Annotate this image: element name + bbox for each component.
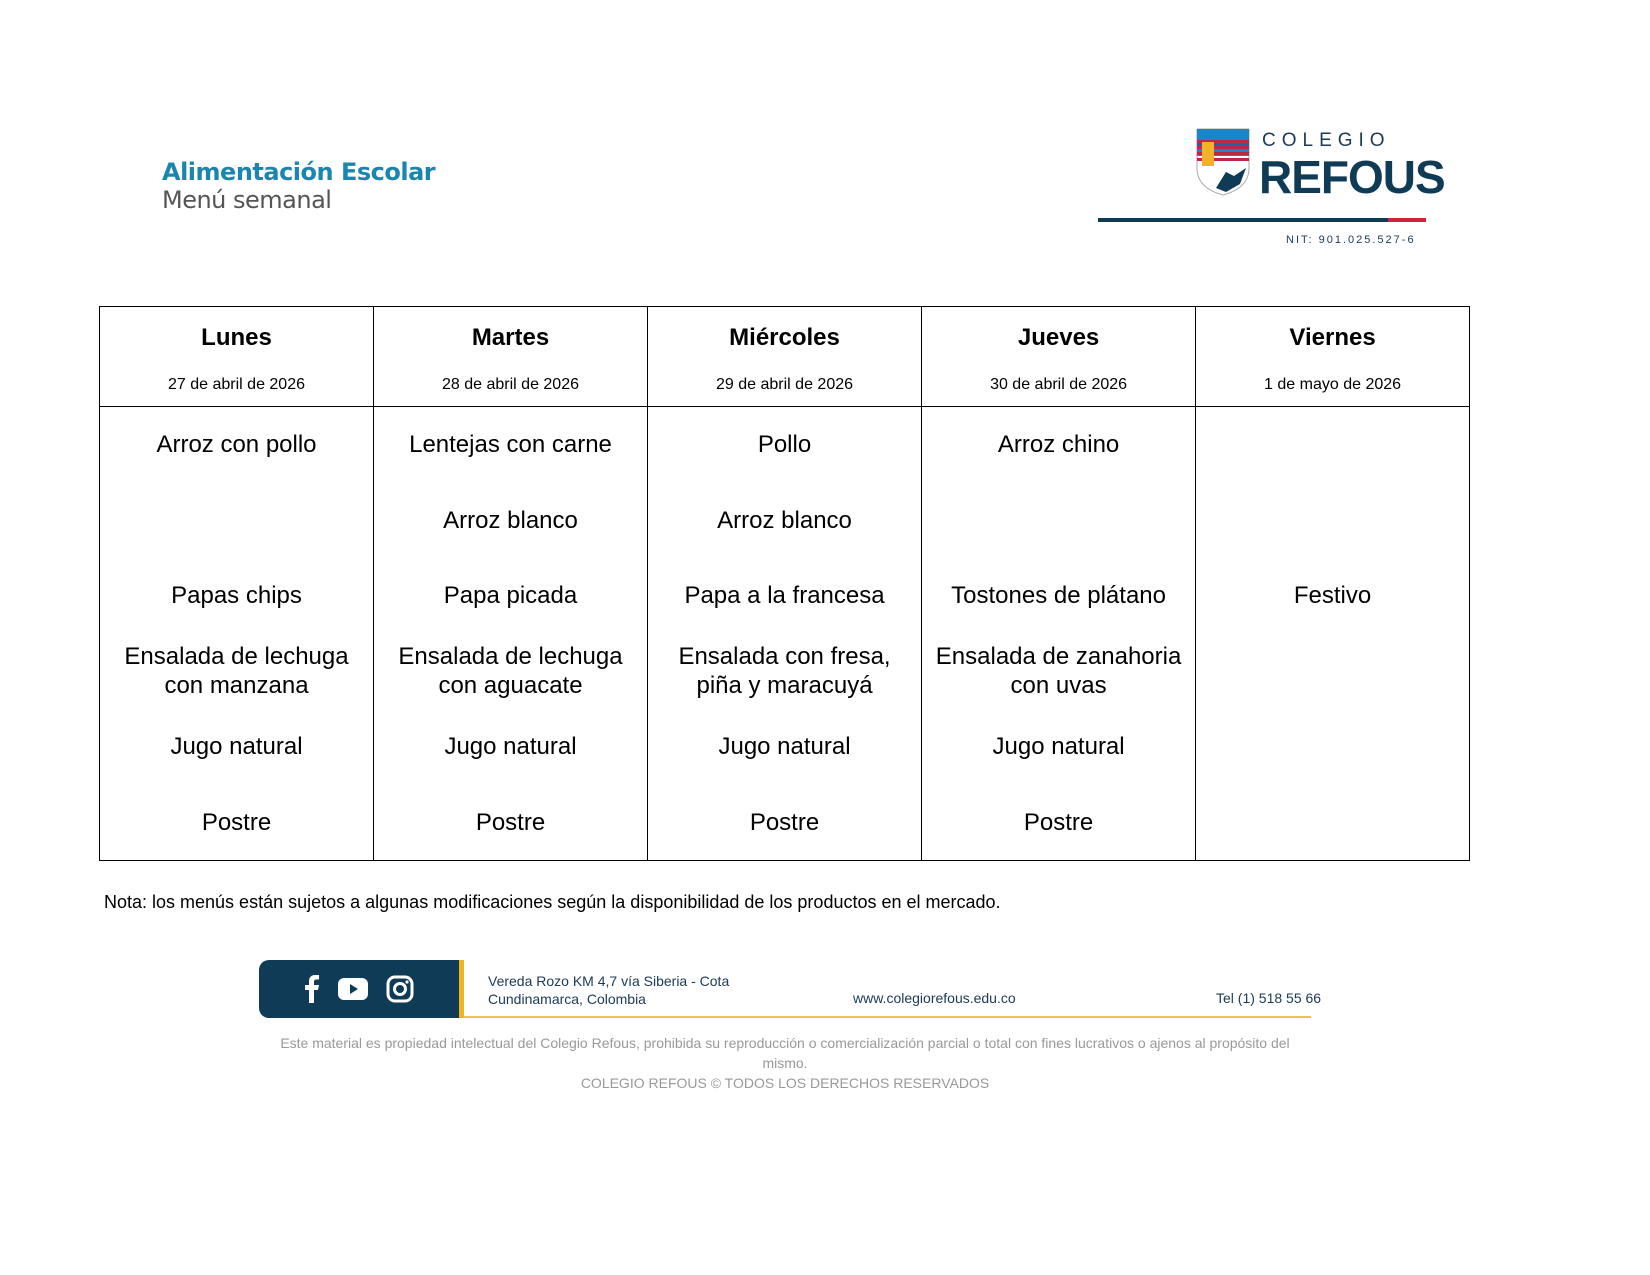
menu-item: Papa picada [443,582,578,610]
menu-item: Tostones de plátano [951,582,1166,610]
menu-item: Jugo natural [718,733,851,761]
menu-item: Jugo natural [992,733,1125,761]
nit-number: NIT: 901.025.527-6 [1286,234,1416,246]
menu-item: Jugo natural [444,733,577,761]
weekly-menu-table: Lunes 27 de abril de 2026 Martes 28 de abri… [99,306,1470,861]
day-name: Lunes [201,324,272,351]
note: Nota: los menús están sujetos a algunas … [104,892,1001,912]
menu-item: Ensalada con fresa, piña y maracuyá [678,643,891,700]
logo-colegio: COLEGIO [1262,130,1391,151]
legal-line-2: COLEGIO REFOUS © TODOS LOS DERECHOS RESE… [580,1075,990,1091]
day-date: 28 de abril de 2026 [442,376,579,393]
header-rule-accent [1388,218,1426,222]
day-header: Lunes 27 de abril de 2026 [99,306,374,407]
day-date: 27 de abril de 2026 [168,376,305,393]
menu-item [1196,634,1469,710]
menu-item: Ensalada de lechuga con aguacate [398,643,623,700]
menu-item: Postre [1023,808,1094,836]
menu-item: Papas chips [171,582,302,610]
day-menu-cell: Arroz chino Tostones de plátano Ensalada d… [921,406,1197,861]
address: Vereda Rozo KM 4,7 vía Siberia - Cota Cu… [488,972,729,1008]
menu-item: Arroz con pollo [156,431,317,459]
page-title: Alimentación Escolar [162,158,436,186]
address-line-1: Vereda Rozo KM 4,7 vía Siberia - Cota [488,973,730,989]
menu-item: Ensalada de lechuga con manzana [124,643,349,700]
menu-item [1196,709,1469,785]
day-menu-cell: Arroz con pollo Papas chips Ensalada de le… [99,406,374,861]
day-name: Jueves [1017,324,1100,351]
school-crest-logo [1196,128,1250,196]
menu-item: Postre [749,808,820,836]
menu-item [1196,483,1469,559]
youtube-icon[interactable] [338,978,368,1000]
page-subtitle: Menú semanal [162,186,332,214]
menu-item [922,483,1195,559]
logo-refous: REFOUS [1259,151,1446,203]
footer-rule [464,1016,1311,1018]
day-name: Martes [471,324,550,351]
menu-item: Ensalada de zanahoria con uvas [935,643,1182,700]
day-menu-cell: Lentejas con carne Arroz blanco Papa picad… [373,406,648,861]
day-date: 29 de abril de 2026 [716,376,854,393]
menu-item: Lentejas con carne [409,431,612,459]
facebook-icon[interactable] [304,975,320,1003]
menu-item [1196,785,1469,861]
website-link[interactable]: www.colegiorefous.edu.co [853,990,1016,1006]
legal-line-1: Este material es propiedad intelectual d… [280,1035,1290,1071]
menu-item: Arroz blanco [717,506,852,534]
menu-item: Pollo [757,431,812,459]
menu-item [100,483,373,559]
menu-item: Jugo natural [170,733,303,761]
day-header: Miércoles 29 de abril de 2026 [646,306,923,407]
legal-notice: Este material es propiedad intelectual d… [259,1033,1311,1093]
header-rule [1098,218,1388,222]
menu-item [1196,407,1469,483]
day-menu-cell: Festivo [1195,406,1470,861]
day-date: 30 de abril de 2026 [990,376,1128,393]
social-bar [259,960,464,1018]
phone: Tel (1) 518 55 66 [1216,990,1322,1006]
menu-item: Arroz blanco [443,506,578,534]
menu-item: Festivo [1293,582,1372,610]
menu-item: Papa a la francesa [684,582,885,610]
day-header: Jueves 30 de abril de 2026 [921,306,1197,407]
day-date: 1 de mayo de 2026 [1264,376,1402,393]
day-name: Viernes [1289,324,1376,351]
day-menu-cell: Pollo Arroz blanco Papa a la francesa Ensal… [646,406,923,861]
menu-item: Postre [475,808,546,836]
menu-item: Arroz chino [997,431,1120,459]
instagram-icon[interactable] [386,975,414,1003]
day-name: Miércoles [729,324,840,351]
address-line-2: Cundinamarca, Colombia [488,991,646,1007]
menu-item: Postre [201,808,272,836]
day-header: Martes 28 de abril de 2026 [373,306,648,407]
day-header: Viernes 1 de mayo de 2026 [1195,306,1470,407]
